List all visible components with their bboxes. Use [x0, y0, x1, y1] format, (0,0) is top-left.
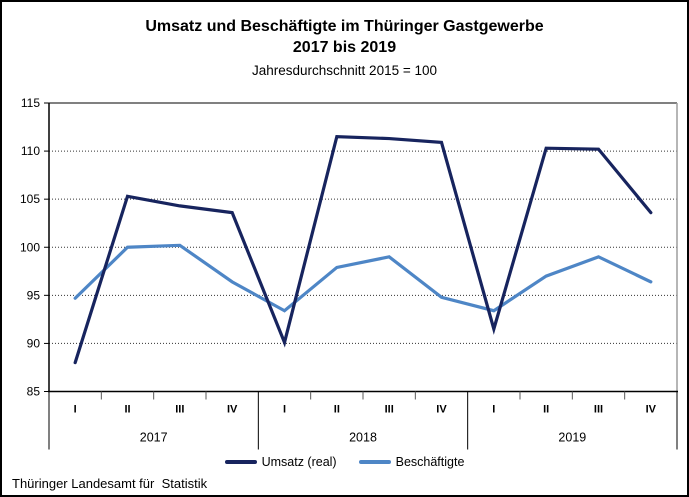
ytick-label-115: 115: [21, 96, 40, 110]
ytick-label-100: 100: [20, 240, 40, 254]
quarter-label-2019-I: I: [492, 404, 495, 416]
quarter-label-2019-III: III: [594, 404, 603, 416]
quarter-label-2017-III: III: [175, 404, 184, 416]
year-label-2017: 2017: [140, 431, 168, 445]
chart-title-line2: 2017 bis 2019: [292, 39, 397, 56]
quarter-label-2018-II: II: [334, 404, 340, 416]
year-label-2019: 2019: [558, 431, 586, 445]
quarter-label-2019-II: II: [543, 404, 549, 416]
source-attribution: Thüringer Landesamt für Statistik: [12, 476, 208, 491]
ytick-label-110: 110: [21, 144, 40, 158]
ytick-label-90: 90: [27, 336, 41, 350]
year-label-2018: 2018: [349, 431, 377, 445]
quarter-label-2019-IV: IV: [646, 404, 657, 416]
legend-umsatz-line-sample: [224, 460, 257, 464]
legend-item-umsatz: Umsatz (real): [224, 454, 337, 470]
quarter-label-2018-III: III: [385, 404, 394, 416]
chart-title-line1: Umsatz und Beschäftigte im Thüringer Gas…: [145, 18, 544, 35]
legend-umsatz-label: Umsatz (real): [261, 455, 337, 469]
quarter-label-2018-IV: IV: [436, 404, 447, 416]
series-line-beschaeftigte: [73, 243, 653, 313]
chart-legend: Umsatz (real) Beschäftigte: [2, 454, 687, 470]
quarter-label-2017-II: II: [124, 404, 130, 416]
ytick-label-105: 105: [20, 192, 40, 206]
quarter-label-2017-I: I: [74, 404, 77, 416]
quarter-label-2018-I: I: [283, 404, 286, 416]
quarter-label-2017-IV: IV: [227, 404, 238, 416]
legend-beschaeftigte-line-sample: [358, 460, 391, 464]
chart-title-block: Umsatz und Beschäftigte im Thüringer Gas…: [2, 16, 687, 81]
chart-subtitle: Jahresdurchschnitt 2015 = 100: [252, 63, 437, 78]
series-line-umsatz-real: [73, 135, 653, 365]
ytick-label-85: 85: [27, 385, 41, 399]
legend-beschaeftigte-label: Beschäftigte: [395, 455, 465, 469]
ytick-label-95: 95: [27, 288, 41, 302]
legend-item-beschaeftigte: Beschäftigte: [358, 454, 465, 470]
